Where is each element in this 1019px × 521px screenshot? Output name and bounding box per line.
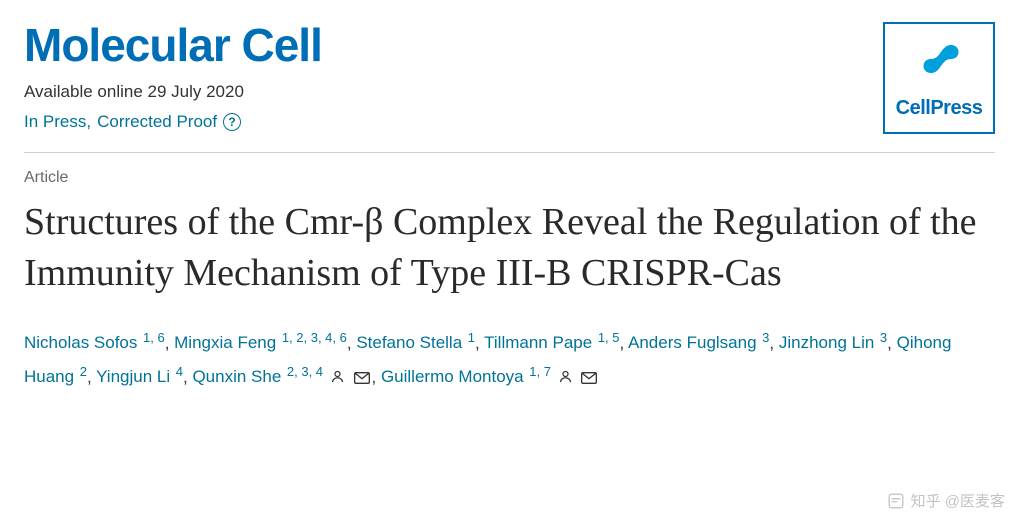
publisher-logo-box[interactable]: CellPress: [883, 22, 995, 134]
author[interactable]: Tillmann Pape 1, 5: [484, 333, 619, 352]
help-icon[interactable]: ?: [223, 113, 241, 131]
publication-status: In Press, Corrected Proof ?: [24, 112, 883, 132]
author-separator: ,: [165, 333, 174, 352]
author[interactable]: Stefano Stella 1: [356, 333, 475, 352]
journal-title[interactable]: Molecular Cell: [24, 18, 883, 72]
author[interactable]: Nicholas Sofos 1, 6: [24, 333, 165, 352]
status-prefix: In Press,: [24, 112, 91, 132]
person-icon: [330, 363, 345, 395]
author[interactable]: Yingjun Li 4: [96, 367, 183, 386]
article-type-label: Article: [24, 169, 995, 187]
author-separator: ,: [372, 367, 381, 386]
author-separator: ,: [347, 333, 356, 352]
author[interactable]: Jinzhong Lin 3: [779, 333, 887, 352]
availability-date: Available online 29 July 2020: [24, 82, 883, 102]
author[interactable]: Qunxin She 2, 3, 4: [192, 367, 371, 386]
author-separator: ,: [620, 333, 629, 352]
mail-icon[interactable]: [581, 363, 597, 395]
watermark: 知乎 @医麦客: [887, 490, 1005, 511]
author[interactable]: Mingxia Feng 1, 2, 3, 4, 6: [174, 333, 347, 352]
cellpress-logo-icon: [911, 37, 967, 93]
mail-icon[interactable]: [354, 363, 370, 395]
author-separator: ,: [87, 367, 96, 386]
publisher-label: CellPress: [896, 97, 983, 120]
status-link[interactable]: Corrected Proof: [97, 112, 217, 132]
article-title: Structures of the Cmr-β Complex Reveal t…: [24, 197, 984, 300]
author-separator: ,: [887, 333, 896, 352]
person-icon: [558, 363, 573, 395]
author[interactable]: Guillermo Montoya 1, 7: [381, 367, 599, 386]
author[interactable]: Anders Fuglsang 3: [628, 333, 769, 352]
author-separator: ,: [769, 333, 778, 352]
author-separator: ,: [475, 333, 484, 352]
divider: [24, 152, 995, 153]
authors-list: Nicholas Sofos 1, 6, Mingxia Feng 1, 2, …: [24, 326, 994, 396]
